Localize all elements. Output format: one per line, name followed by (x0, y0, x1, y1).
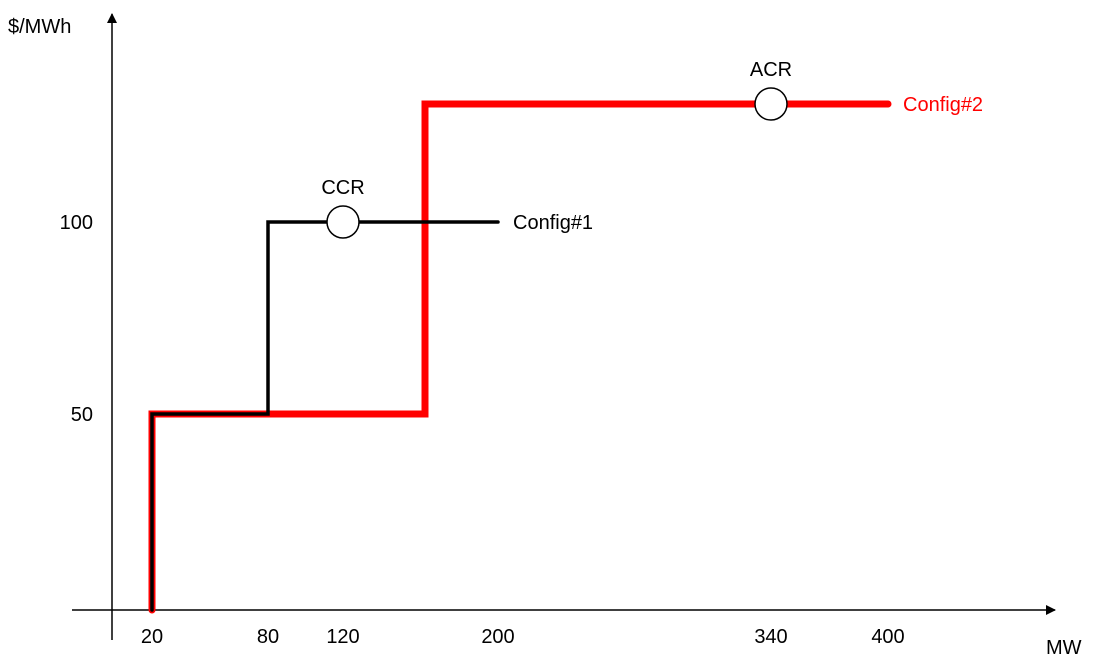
y-tick-label: 50 (71, 404, 93, 426)
series-lines: Config#2 Config#1 (148, 94, 983, 614)
annotation-label: CCR (321, 177, 364, 199)
x-tick-label: 400 (871, 626, 904, 648)
x-tick-label: 120 (326, 626, 359, 648)
tick-labels: 20 80 120 200 340 400 50 100 (60, 212, 905, 648)
series-label: Config#1 (513, 212, 593, 234)
series-line-config2 (148, 100, 892, 614)
x-tick-label: 80 (257, 626, 279, 648)
series-label: Config#2 (903, 94, 983, 116)
annotation-label: ACR (750, 59, 792, 81)
y-axis-label: $/MWh (8, 16, 71, 38)
axes: $/MWh MW (8, 13, 1082, 659)
y-tick-label: 100 (60, 212, 93, 234)
x-tick-label: 20 (141, 626, 163, 648)
annotation-marker (754, 87, 788, 121)
x-axis-label: MW (1046, 637, 1082, 657)
x-tick-label: 340 (754, 626, 787, 648)
x-tick-label: 200 (481, 626, 514, 648)
annotations: CCR ACR (321, 59, 792, 239)
annotation-marker (326, 205, 360, 239)
